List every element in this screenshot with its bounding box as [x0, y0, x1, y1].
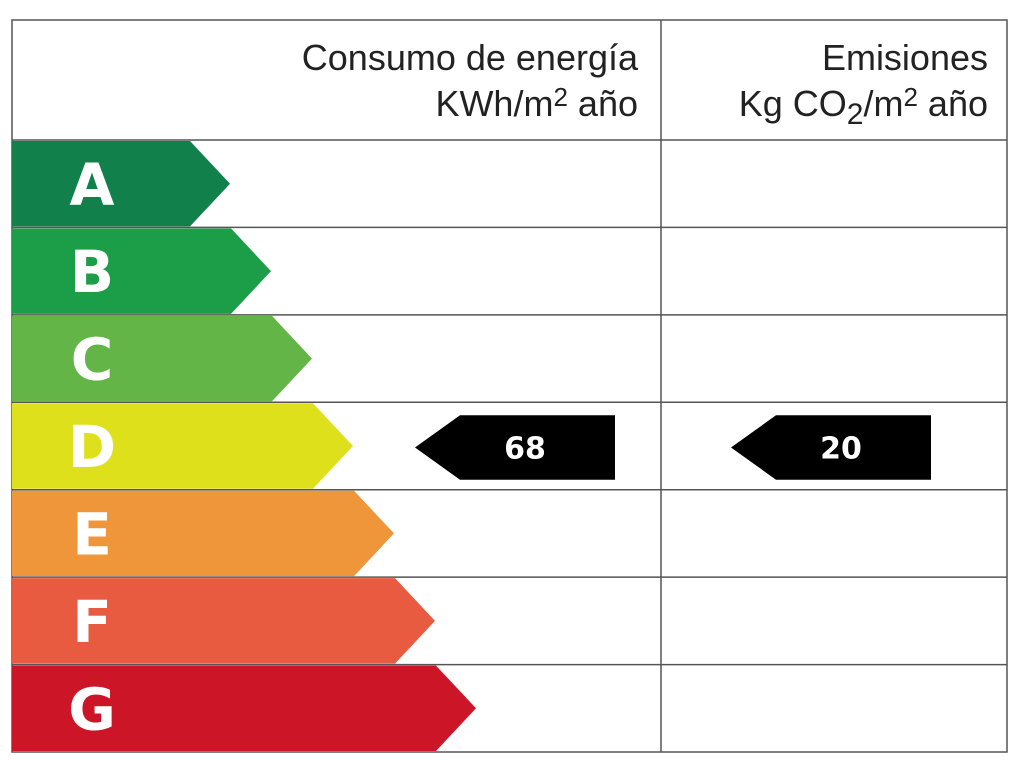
unit-sup: 2: [553, 82, 567, 112]
unit-part: año: [918, 83, 988, 124]
unit-part: /m: [863, 83, 903, 124]
rating-letter: C: [71, 326, 114, 394]
rating-letter: B: [70, 238, 114, 306]
unit-sup: 2: [903, 82, 917, 112]
rating-letter: A: [70, 151, 115, 219]
value-arrow: [731, 415, 931, 480]
unit-part: KWh/m: [435, 83, 553, 124]
rating-arrow: [12, 315, 312, 402]
value-arrow: [415, 415, 615, 480]
energy-unit: KWh/m2 año: [435, 82, 638, 124]
emissions-unit: Kg CO2/m2 año: [739, 82, 988, 131]
emissions-title: Emisiones: [822, 37, 988, 78]
value-label: 68: [504, 432, 546, 467]
rating-letter: F: [72, 588, 112, 656]
rating-arrow: [12, 403, 353, 489]
rating-arrow: [12, 578, 435, 664]
rating-letter: E: [72, 500, 112, 568]
rating-letter: G: [68, 675, 116, 743]
rating-arrow: [12, 665, 476, 751]
unit-sub: 2: [847, 98, 864, 131]
unit-part: Kg CO: [739, 83, 847, 124]
rating-arrow: [12, 228, 271, 314]
unit-part: año: [568, 83, 638, 124]
energy-title: Consumo de energía: [302, 37, 639, 78]
rating-arrow: [12, 490, 394, 577]
rating-letter: D: [68, 413, 116, 481]
rating-arrow: [12, 141, 230, 227]
value-label: 20: [820, 432, 862, 467]
